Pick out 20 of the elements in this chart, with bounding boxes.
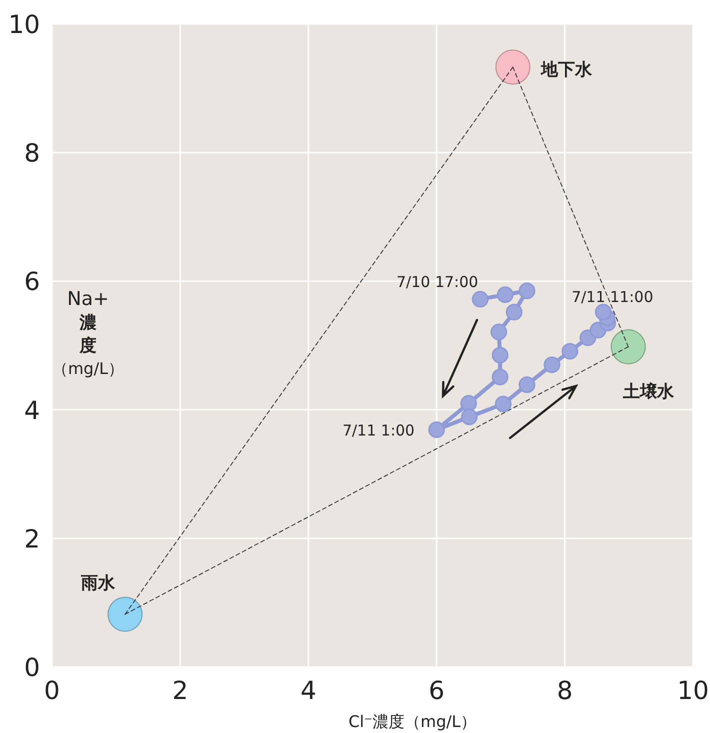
y-tick-label: 2 [24,524,40,554]
y-axis-title: Na+濃度（mg/L） [52,288,124,378]
x-tick-label: 8 [556,676,573,705]
x-tick-label: 2 [172,676,188,705]
x-tick-label: 10 [677,676,709,705]
x-tick-label: 6 [428,676,445,705]
series-label: 土壌水 [622,382,675,402]
x-tick-label: 4 [300,676,316,705]
y-tick-label: 4 [24,396,40,425]
annotation: 7/10 17:00 [396,273,478,292]
series-label: 雨水 [80,573,116,594]
y-tick-label: 6 [24,267,40,296]
y-tick-label: 8 [24,138,40,168]
x-tick-label: 0 [44,676,60,705]
annotation: 7/11 1:00 [342,422,415,440]
series-label: 地下水 [540,60,593,80]
annotation: 7/11 11:00 [572,288,654,306]
y-tick-label: 10 [8,10,40,39]
y-tick-label: 0 [24,653,40,682]
x-axis-title: Cl⁻濃度（mg/L） [348,712,477,731]
